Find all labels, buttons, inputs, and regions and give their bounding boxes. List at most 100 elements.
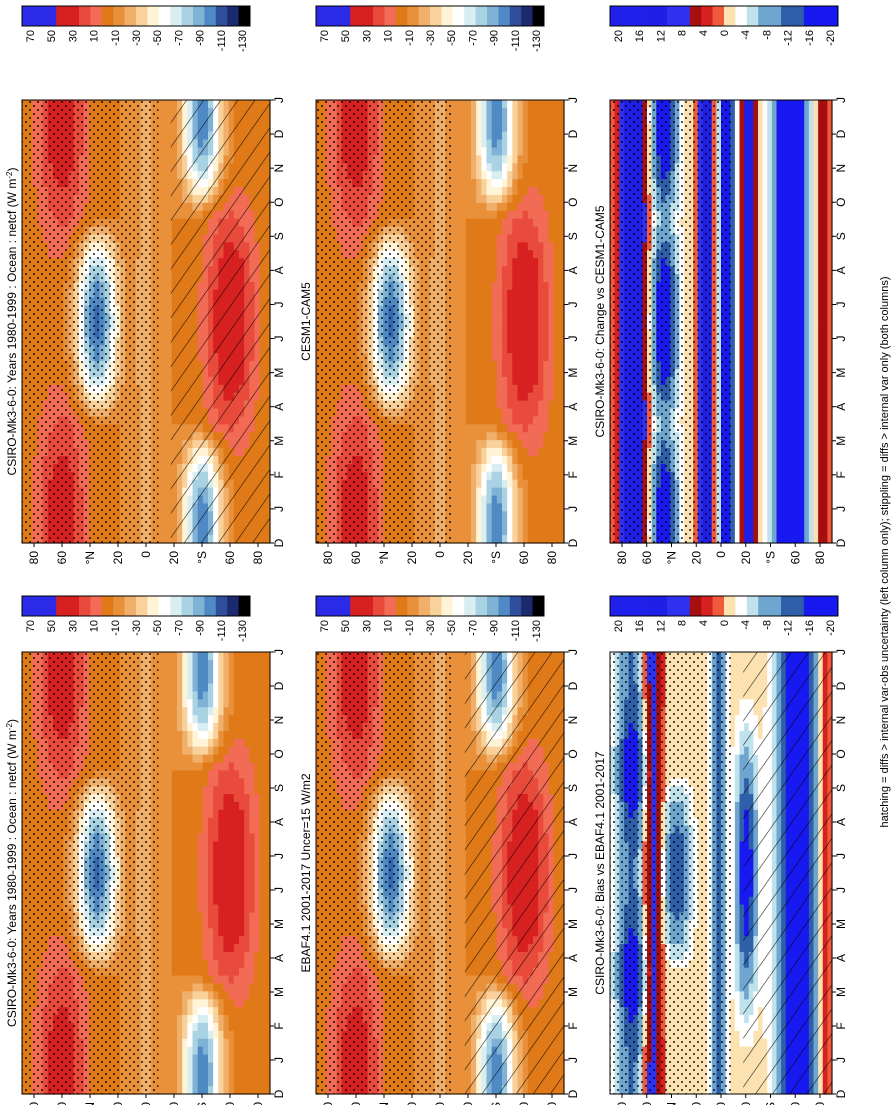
heatmap-cell (518, 314, 524, 323)
heatmap-cell (162, 132, 168, 141)
heatmap-cell (507, 527, 513, 536)
heatmap-cell (492, 401, 498, 410)
heatmap-cell (471, 369, 477, 378)
heatmap-cell (518, 155, 524, 164)
heatmap-cell (512, 488, 518, 497)
heatmap-cell (466, 535, 472, 544)
heatmap-cell (162, 464, 168, 473)
heatmap-cell (518, 322, 524, 331)
heatmap-cell (461, 298, 467, 307)
heatmap-cell (456, 116, 462, 125)
colorbar-label: -50 (152, 30, 164, 46)
heatmap-cell (162, 266, 168, 275)
heatmap-cell (456, 195, 462, 204)
heatmap-cell (497, 496, 503, 505)
heatmap-cell (518, 124, 524, 133)
heatmap-cell (507, 511, 513, 520)
heatmap-cell (507, 322, 513, 331)
heatmap-cell (162, 472, 168, 481)
heatmap-cell (476, 179, 482, 188)
heatmap-cell (512, 511, 518, 520)
heatmap-cell (162, 377, 168, 386)
heatmap-cell (466, 116, 472, 125)
heatmap-cell (512, 163, 518, 172)
heatmap-cell (492, 100, 498, 109)
heatmap-cell (507, 456, 513, 465)
colorbar-label: -130 (237, 30, 249, 52)
heatmap-cell (456, 464, 462, 473)
heatmap-cell (466, 496, 472, 505)
heatmap-cell (481, 140, 487, 149)
heatmap-cell (461, 416, 467, 425)
heatmap-cell (481, 306, 487, 315)
heatmap-cell (476, 329, 482, 338)
heatmap-cell (162, 519, 168, 528)
heatmap-cell (461, 171, 467, 180)
heatmap-cell (492, 195, 498, 204)
heatmap-cell (481, 195, 487, 204)
y-tick-label: 60 (55, 551, 69, 565)
heatmap-cell (461, 424, 467, 433)
heatmap-cell (456, 480, 462, 489)
heatmap-cell (507, 227, 513, 236)
heatmap-cell (476, 140, 482, 149)
heatmap-cell (492, 432, 498, 441)
heatmap-cell (481, 527, 487, 536)
heatmap-cell (471, 282, 477, 291)
heatmap-cell (492, 219, 498, 228)
heatmap-cell (502, 234, 508, 243)
heatmap-cell (512, 377, 518, 386)
heatmap-cell (471, 171, 477, 180)
heatmap-cell (466, 385, 472, 394)
heatmap-cell (471, 100, 477, 109)
heatmap-cell (497, 242, 503, 251)
heatmap-cell (492, 155, 498, 164)
heatmap-cell (492, 409, 498, 418)
heatmap-cell (507, 488, 513, 497)
heatmap-cell (461, 377, 467, 386)
heatmap-cell (476, 274, 482, 283)
heatmap-cell (162, 108, 168, 117)
heatmap-cell (512, 385, 518, 394)
heatmap-cell (466, 464, 472, 473)
heatmap-cell (456, 171, 462, 180)
heatmap-cell (487, 345, 493, 354)
heatmap-cell (461, 337, 467, 346)
heatmap-cell (456, 345, 462, 354)
heatmap-cell (476, 171, 482, 180)
heatmap-cell (456, 353, 462, 362)
heatmap-cell (507, 369, 513, 378)
y-tick-label: 80 (251, 551, 265, 565)
heatmap-cell (507, 171, 513, 180)
heatmap-cell (487, 155, 493, 164)
heatmap-cell (162, 100, 168, 109)
heatmap-cell (492, 464, 498, 473)
heatmap-cell (471, 322, 477, 331)
heatmap-cell (476, 369, 482, 378)
heatmap-cell (492, 448, 498, 457)
heatmap-cell (461, 432, 467, 441)
heatmap-cell (507, 274, 513, 283)
heatmap-cell (471, 393, 477, 402)
heatmap-cell (476, 234, 482, 243)
heatmap-cell (487, 203, 493, 212)
heatmap-cell (487, 163, 493, 172)
heatmap-cell (512, 361, 518, 370)
heatmap-cell (476, 503, 482, 512)
heatmap-cell (487, 480, 493, 489)
heatmap-cell (518, 353, 524, 362)
heatmap-cell (518, 219, 524, 228)
heatmap-cell (461, 306, 467, 315)
heatmap-cell (497, 353, 503, 362)
heatmap-cell (507, 337, 513, 346)
heatmap-cell (481, 488, 487, 497)
heatmap-cell (471, 385, 477, 394)
heatmap-cell (461, 329, 467, 338)
heatmap-cell (502, 432, 508, 441)
heatmap-cell (466, 234, 472, 243)
heatmap-cell (492, 456, 498, 465)
heatmap-cell (512, 258, 518, 267)
heatmap-cell (487, 353, 493, 362)
heatmap-cell (481, 456, 487, 465)
